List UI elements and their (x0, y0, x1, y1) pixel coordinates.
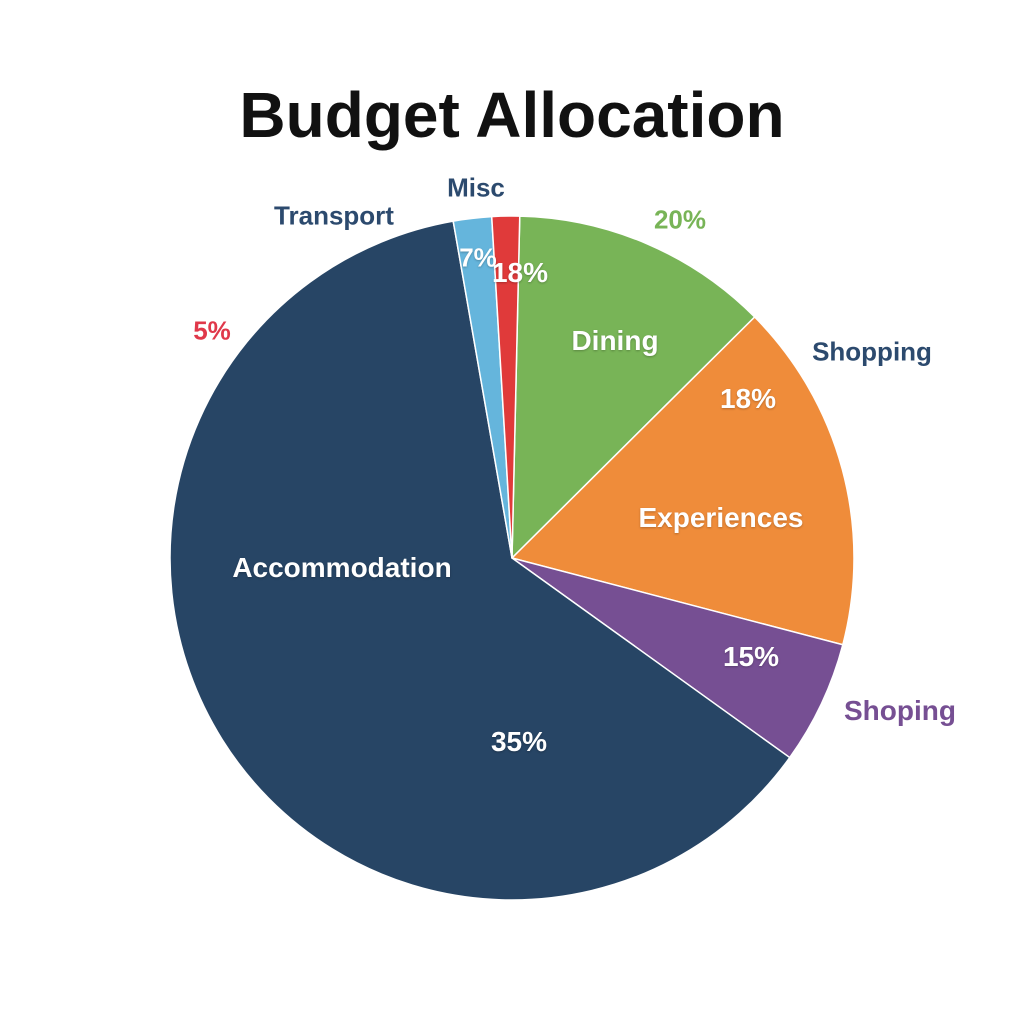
slice-label: Accommodation (232, 552, 452, 583)
slice-label: 7% (459, 242, 497, 273)
slice-label: 20% (653, 204, 707, 235)
slice-label: Shopping (812, 336, 932, 367)
slice-label: 5% (193, 315, 231, 346)
chart-title: Budget Allocation (239, 79, 785, 151)
slice-label: 18% (491, 257, 549, 288)
pie-slice-shopping (511, 557, 844, 759)
slice-label: Dining (571, 325, 659, 356)
slice-label: 18% (719, 383, 777, 414)
pie-slice-experiences (511, 316, 855, 646)
slice-label: Misc (447, 172, 505, 203)
pie-slice-misc (490, 215, 521, 559)
slice-label: Shoping (844, 695, 956, 726)
pie-slice-dining (511, 215, 756, 559)
slice-label: 15% (722, 641, 780, 672)
slice-label: 35% (490, 726, 548, 757)
pie-slice-accommodation (169, 220, 791, 901)
slice-label: Experiences (638, 502, 804, 533)
slice-label: Transport (274, 200, 394, 231)
